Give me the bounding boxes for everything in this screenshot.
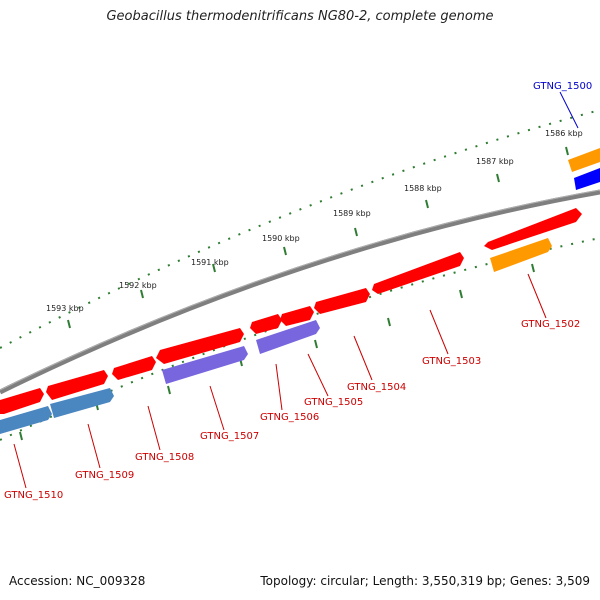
scale-label-1591: 1591 kbp: [191, 258, 229, 267]
gene-label-gtng-1510[interactable]: GTNG_1510: [4, 490, 63, 501]
gene-gtng-1505-arrow[interactable]: [280, 306, 314, 326]
gene-gtng-1502-arrow[interactable]: [484, 208, 582, 250]
gene-orange-2-arrow[interactable]: [568, 148, 600, 172]
map-title: Geobacillus thermodenitrificans NG80-2, …: [106, 9, 494, 24]
scale-label-1592: 1592 kbp: [119, 281, 157, 290]
gene-label-gtng-1500[interactable]: GTNG_1500: [533, 81, 592, 92]
gene-label-gtng-1508[interactable]: GTNG_1508: [135, 452, 194, 463]
genome-backbone: [0, 189, 600, 395]
gene-orange-1-arrow[interactable]: [490, 238, 552, 272]
scale-label-1590: 1590 kbp: [262, 234, 300, 243]
gene-label-leaders: [13, 273, 547, 489]
gene-label-gtng-1502[interactable]: GTNG_1502: [521, 319, 580, 330]
gene-gtng-1508-arrow[interactable]: [112, 356, 156, 380]
genome-summary: Topology: circular; Length: 3,550,319 bp…: [260, 574, 590, 588]
scale-labels: 1593 kbp 1592 kbp 1591 kbp 1590 kbp 1589…: [46, 129, 583, 313]
outer-scale-ring: [0, 109, 600, 349]
scale-label-1587: 1587 kbp: [476, 157, 514, 166]
scale-label-1593: 1593 kbp: [46, 304, 84, 313]
gene-purple-2-arrow[interactable]: [256, 320, 320, 354]
gene-label-leader-blue: [559, 91, 579, 129]
gene-gtng-1509-arrow[interactable]: [46, 370, 108, 400]
gene-labels: GTNG_1500 GTNG_1502 GTNG_1503 GTNG_1504 …: [4, 81, 592, 501]
reverse-genes: [0, 148, 600, 434]
gene-label-gtng-1503[interactable]: GTNG_1503: [422, 356, 481, 367]
scale-label-1589: 1589 kbp: [333, 209, 371, 218]
gene-gtng-1507-arrow[interactable]: [156, 328, 244, 364]
gene-gtng-1504-arrow[interactable]: [314, 288, 370, 314]
gene-blue-1-arrow[interactable]: [574, 168, 600, 190]
outer-major-ticks: [67, 146, 569, 329]
gene-steel-1-arrow[interactable]: [0, 406, 52, 434]
scale-label-1588: 1588 kbp: [404, 184, 442, 193]
gene-gtng-1506-arrow[interactable]: [250, 314, 282, 334]
gene-gtng-1510-arrow[interactable]: [0, 388, 44, 414]
gene-steel-2-arrow[interactable]: [50, 388, 114, 418]
accession-label: Accession: NC_009328: [9, 574, 146, 588]
scale-label-1586: 1586 kbp: [545, 129, 583, 138]
gene-label-gtng-1504[interactable]: GTNG_1504: [347, 382, 406, 393]
gene-label-gtng-1505[interactable]: GTNG_1505: [304, 397, 363, 408]
gene-purple-1-arrow[interactable]: [162, 346, 248, 384]
gene-label-gtng-1509[interactable]: GTNG_1509: [75, 470, 134, 481]
forward-genes: [0, 208, 582, 414]
gene-label-gtng-1507[interactable]: GTNG_1507: [200, 431, 259, 442]
gene-gtng-1503-arrow[interactable]: [372, 252, 464, 294]
gene-label-gtng-1506[interactable]: GTNG_1506: [260, 412, 319, 423]
genome-backbone-highlight: [0, 189, 600, 391]
